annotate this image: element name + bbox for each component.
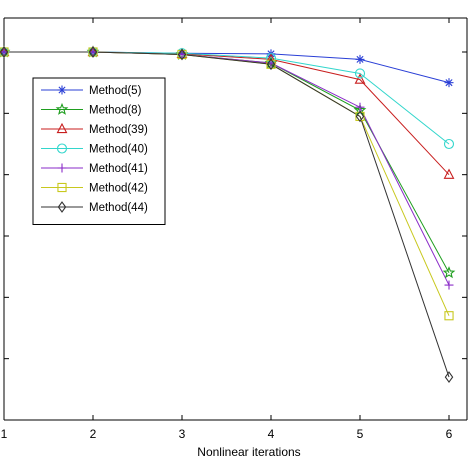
marker-plus bbox=[57, 163, 67, 173]
marker-triangle bbox=[443, 168, 455, 179]
marker-asterisk bbox=[355, 54, 365, 64]
series-markers-7 bbox=[0, 46, 454, 383]
marker-plus bbox=[444, 280, 454, 290]
marker-circle bbox=[443, 138, 455, 150]
legend-label: Method(44) bbox=[89, 202, 148, 214]
legend-label: Method(5) bbox=[89, 85, 142, 97]
marker-star bbox=[55, 102, 69, 115]
x-tick-label: 4 bbox=[268, 427, 275, 441]
axes bbox=[3, 17, 468, 421]
series-markers bbox=[0, 45, 456, 383]
marker-asterisk bbox=[444, 78, 454, 88]
marker-square bbox=[444, 311, 454, 321]
x-tick-label: 1 bbox=[1, 427, 8, 441]
marker-diamond bbox=[88, 46, 98, 58]
legend-label: Method(40) bbox=[89, 144, 148, 156]
marker-plus bbox=[355, 102, 365, 112]
marker-diamond bbox=[355, 110, 365, 123]
marker-circle bbox=[354, 68, 366, 79]
marker-asterisk bbox=[57, 85, 67, 95]
marker-triangle bbox=[56, 122, 68, 134]
legend-label: Method(39) bbox=[89, 124, 148, 136]
marker-square bbox=[57, 182, 67, 193]
legend-entry: Method(40) bbox=[41, 143, 148, 156]
x-tick-label: 3 bbox=[179, 427, 186, 441]
marker-star bbox=[442, 266, 456, 279]
legend-entry: Method(8) bbox=[41, 102, 142, 117]
legend-label: Method(42) bbox=[89, 183, 148, 195]
legend-entry: Method(44) bbox=[41, 201, 148, 214]
legend-box bbox=[32, 77, 166, 225]
legend-entry: Method(39) bbox=[41, 122, 148, 136]
x-tick-label: 2 bbox=[90, 427, 97, 441]
legend-entry: Method(5) bbox=[41, 85, 142, 97]
marker-diamond bbox=[0, 46, 9, 58]
legend-label: Method(41) bbox=[89, 163, 148, 175]
legend-entry: Method(42) bbox=[41, 183, 148, 195]
legend-label: Method(8) bbox=[89, 105, 142, 117]
series-line-7 bbox=[4, 51, 450, 378]
marker-triangle bbox=[354, 73, 366, 84]
marker-diamond bbox=[444, 371, 454, 383]
legend: Method(5) Method(8) Method(39) Method(40) Me… bbox=[32, 77, 166, 225]
x-tick-label: 5 bbox=[357, 427, 364, 441]
x-tick-label: 6 bbox=[446, 427, 453, 441]
marker-circle bbox=[56, 143, 68, 154]
x-tick-labels: 1 2 3 4 5 6 bbox=[1, 427, 453, 441]
marker-diamond bbox=[57, 201, 67, 213]
marker-diamond bbox=[177, 48, 187, 61]
x-axis-label: Nonlinear iterations bbox=[197, 445, 300, 459]
marker-diamond bbox=[266, 58, 276, 71]
legend-entry: Method(41) bbox=[41, 163, 148, 175]
series-lines bbox=[4, 51, 450, 378]
